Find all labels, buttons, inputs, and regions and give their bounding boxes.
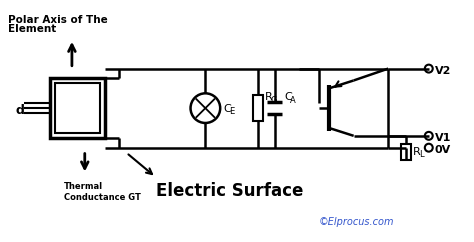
Text: Element: Element: [8, 24, 56, 34]
Text: R: R: [264, 92, 273, 102]
Bar: [401, 144, 411, 159]
Text: Thermal
Conductance GT: Thermal Conductance GT: [64, 182, 141, 202]
Bar: [50, 78, 105, 138]
Text: d: d: [16, 104, 25, 117]
Text: A: A: [291, 96, 296, 105]
Text: Polar Axis of The: Polar Axis of The: [8, 15, 108, 25]
Text: E: E: [229, 107, 234, 116]
Text: L: L: [419, 150, 423, 159]
Text: ©Elprocus.com: ©Elprocus.com: [319, 217, 394, 227]
Text: Electric Surface: Electric Surface: [156, 182, 303, 200]
Bar: [55, 83, 100, 133]
Text: C: C: [284, 92, 292, 102]
Bar: [253, 95, 263, 121]
Text: V1: V1: [435, 133, 451, 143]
Text: R: R: [413, 147, 421, 157]
Text: V2: V2: [435, 66, 451, 76]
Text: C: C: [223, 104, 231, 114]
Text: 0V: 0V: [435, 145, 451, 155]
Text: G: G: [271, 96, 277, 105]
